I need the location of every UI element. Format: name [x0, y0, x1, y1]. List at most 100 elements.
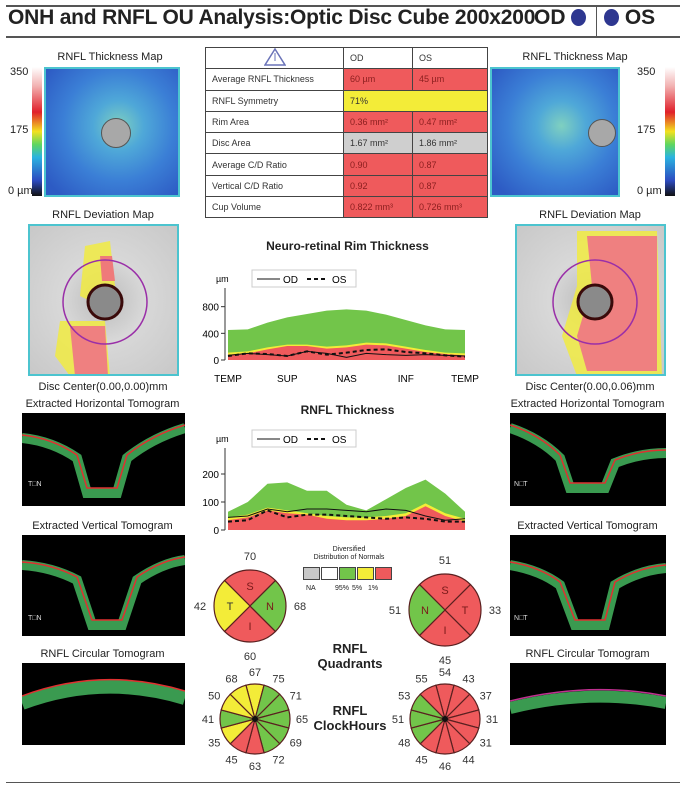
row-os-value: 1.86 mm² [412, 132, 488, 155]
y-tick-label: 400 [202, 329, 219, 340]
clockhour-value: 55 [415, 673, 427, 685]
table-row: Rim Area 0.36 mm² 0.47 mm² [205, 110, 488, 134]
od-vertical-tomogram-label: Extracted Vertical Tomogram [32, 520, 173, 532]
legend-swatch [321, 567, 338, 580]
table-row: Disc Area 1.67 mm² 1.86 mm² [205, 132, 488, 155]
orientation-marker: N□T [514, 481, 528, 488]
header-rule [6, 36, 680, 38]
colorbar-mid: 175 [637, 124, 656, 136]
quadrants-title: RNFL Quadrants [317, 641, 383, 671]
x-tick-label: INF [398, 374, 414, 385]
summary-table: OD OS Average RNFL Thickness 60 µm 45 µm RNF… [205, 46, 488, 219]
y-tick-label: 0 [213, 526, 219, 535]
os-clockhour [419, 684, 447, 722]
table-row: RNFL Symmetry 71% [205, 89, 488, 112]
row-value: 71% [343, 89, 488, 112]
clockhour-value: 50 [208, 691, 220, 703]
row-od-value: 1.67 mm² [343, 132, 413, 155]
quadrant-value: 45 [439, 655, 451, 667]
od-circular-tomogram[interactable] [22, 663, 185, 745]
clockhour-value: 48 [398, 738, 410, 750]
rnfl-thickness-chart: 0100200µmTEMPSUPNASINFTEMPODOS [202, 429, 466, 535]
legend-os: OS [332, 275, 347, 286]
od-disc-center: Disc Center(0.00,0.00)mm [38, 381, 168, 393]
clockhour-value: 45 [225, 755, 237, 767]
row-od-value: 0.92 [343, 174, 413, 198]
y-axis-label: µm [216, 434, 229, 444]
clockhour-value: 53 [398, 691, 410, 703]
os-colorbar [665, 67, 675, 196]
eye-divider [596, 7, 597, 36]
os-indicator: OS [604, 6, 655, 30]
legend-od: OD [283, 275, 298, 286]
y-tick-label: 0 [213, 356, 219, 367]
top-rule [6, 5, 680, 7]
od-vertical-tomogram[interactable]: T□N [22, 535, 185, 636]
od-rnfl-deviation-map[interactable] [28, 224, 179, 376]
quadrant-value: 42 [194, 601, 206, 613]
row-od-value: 60 µm [343, 68, 413, 91]
os-rnfl-deviation-map[interactable] [515, 224, 666, 376]
od-label: OD [534, 6, 566, 29]
quadrant-S [223, 569, 277, 607]
od-horizontal-tomogram[interactable]: T□N [22, 413, 185, 506]
series-os [227, 348, 466, 358]
os-label: OS [624, 6, 656, 29]
os-circular-tomogram[interactable] [510, 663, 666, 745]
row-os-value: 45 µm [412, 68, 488, 91]
bottom-rule [6, 782, 680, 783]
series-od [227, 508, 466, 521]
os-vertical-tomogram[interactable]: N□T [510, 535, 666, 636]
od-circular-tomogram-label: RNFL Circular Tomogram [40, 648, 165, 660]
y-tick-label: 100 [202, 498, 219, 509]
y-tick-label: 200 [202, 470, 219, 481]
clockhour-value: 37 [480, 691, 492, 703]
od-rnfl-thickness-map[interactable] [44, 67, 180, 197]
quadrant-letter: T [227, 601, 234, 613]
clockhour-value: 51 [392, 714, 404, 726]
quadrant-I [223, 605, 277, 643]
od-thickness-map-label: RNFL Thickness Map [57, 51, 163, 63]
legend-swatch [303, 567, 320, 580]
quadrant-value: 33 [489, 605, 501, 617]
od-dot-icon [571, 9, 587, 26]
legend-swatch [339, 567, 356, 580]
row-od-value: 0.90 [343, 153, 413, 176]
series-os [227, 509, 465, 523]
os-horizontal-tomogram[interactable]: N□T [510, 413, 666, 506]
chart-legend [251, 269, 357, 288]
rnfl-chart-title: RNFL Thickness [300, 403, 395, 417]
clockhour-value: 46 [439, 761, 451, 773]
quadrant-letter: T [462, 605, 469, 617]
legend-5: 5% [352, 585, 363, 592]
normals-legend [303, 567, 393, 580]
os-rnfl-thickness-map[interactable] [490, 67, 620, 197]
colorbar-max: 350 [10, 66, 29, 78]
orientation-marker: T□N [28, 481, 42, 488]
legend-na: NA [306, 585, 316, 592]
chart-legend [251, 429, 357, 448]
legend-os: OS [332, 435, 347, 446]
quadrant-letter: S [246, 581, 253, 593]
os-horizontal-tomogram-label: Extracted Horizontal Tomogram [510, 398, 665, 410]
clockhour-value: 44 [462, 755, 474, 767]
clockhour-value: 72 [272, 755, 284, 767]
clockhour-value: 45 [415, 755, 427, 767]
clockhour-value: 68 [225, 673, 237, 685]
quadrant-S [418, 573, 472, 611]
outside-normal-band [228, 506, 465, 530]
row-os-value: 0.726 mm³ [412, 196, 488, 219]
legend-title: Diversified Distribution of Normals [313, 546, 385, 561]
legend-1: 1% [368, 585, 379, 592]
os-vertical-tomogram-label: Extracted Vertical Tomogram [517, 520, 658, 532]
x-tick-label: TEMP [214, 374, 242, 385]
os-disc-center: Disc Center(0.00,0.06)mm [525, 381, 655, 393]
x-tick-label: SUP [277, 374, 298, 385]
colorbar-mid: 175 [10, 124, 29, 136]
warning-triangle-icon [263, 47, 286, 66]
center-dot [442, 716, 448, 722]
colorbar-min: 0 µm [8, 185, 33, 197]
quadrant-N [249, 579, 287, 633]
od-indicator: OD [534, 6, 587, 30]
